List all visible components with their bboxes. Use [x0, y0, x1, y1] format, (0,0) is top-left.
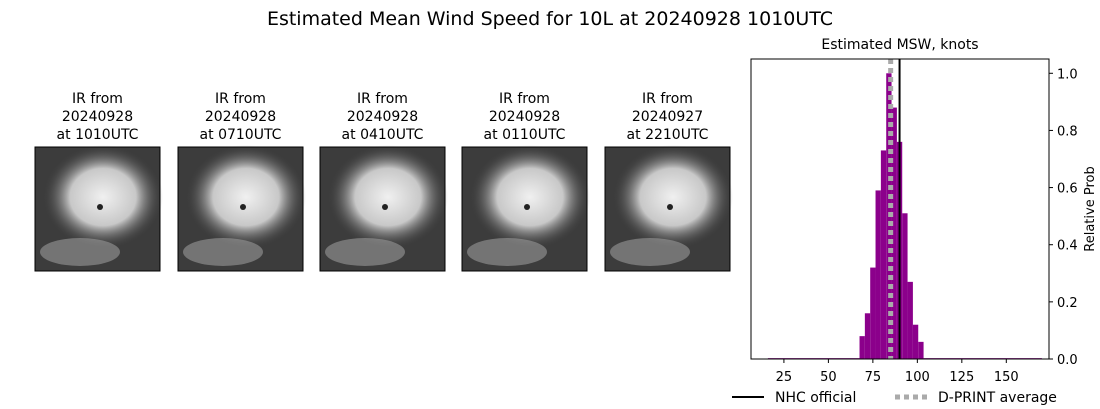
- image-caption: IR from: [642, 91, 693, 107]
- bar: [902, 213, 908, 359]
- image-caption: at 1010UTC: [57, 127, 139, 143]
- bar: [864, 313, 871, 359]
- figure-title: Estimated Mean Wind Speed for 10L at 202…: [267, 8, 833, 30]
- bar: [880, 150, 887, 359]
- storm-eye: [97, 204, 103, 210]
- y-tick-label: 0.8: [1057, 124, 1078, 139]
- storm-eye: [524, 204, 530, 210]
- cloud-mass: [328, 145, 448, 249]
- image-caption: IR from: [499, 91, 550, 107]
- x-tick-label: 100: [905, 370, 930, 385]
- satellite-image: [461, 145, 590, 272]
- image-border: [34, 146, 161, 272]
- x-tick-label: 125: [949, 370, 974, 385]
- image-border: [177, 146, 304, 272]
- image-caption: 20240928: [205, 109, 276, 125]
- storm-eye: [667, 204, 673, 210]
- cloud-mass: [613, 145, 733, 249]
- image-caption: IR from: [72, 91, 123, 107]
- bar: [907, 281, 913, 359]
- x-tick-label: 25: [776, 370, 793, 385]
- bar: [870, 267, 876, 359]
- y-tick-label: 0.2: [1057, 296, 1078, 311]
- cloud-band: [467, 238, 547, 266]
- image-caption: 20240928: [347, 109, 418, 125]
- storm-eye: [240, 204, 246, 210]
- satellite-image: [34, 145, 163, 272]
- y-tick-label: 0.0: [1057, 353, 1078, 368]
- cloud-mass: [43, 145, 163, 249]
- image-caption: at 0710UTC: [200, 127, 282, 143]
- bar: [891, 107, 897, 359]
- satellite-image: [319, 145, 448, 272]
- bar: [875, 190, 881, 359]
- image-caption: IR from: [215, 91, 266, 107]
- image-caption: 20240927: [632, 109, 703, 125]
- cloud-band: [183, 238, 263, 266]
- bar: [912, 324, 919, 359]
- cloud-band: [325, 238, 405, 266]
- image-border: [319, 146, 446, 272]
- image-caption: 20240928: [62, 109, 133, 125]
- y-tick-label: 0.6: [1057, 182, 1078, 197]
- image-caption: IR from: [357, 91, 408, 107]
- image-border: [461, 146, 588, 272]
- cloud-mass: [186, 145, 306, 249]
- bar: [859, 336, 865, 359]
- image-caption: at 0110UTC: [484, 127, 566, 143]
- satellite-image: [604, 145, 733, 272]
- plot-frame: [750, 58, 1050, 360]
- cloud-band: [610, 238, 690, 266]
- cloud-mass: [470, 145, 590, 249]
- image-border: [604, 146, 731, 272]
- bar: [918, 341, 924, 359]
- x-tick-label: 75: [865, 370, 882, 385]
- image-caption: 20240928: [489, 109, 560, 125]
- x-tick-label: 150: [994, 370, 1019, 385]
- y-tick-label: 1.0: [1057, 67, 1078, 82]
- legend-label: NHC official: [775, 390, 856, 406]
- image-caption: at 0410UTC: [342, 127, 424, 143]
- chart-title: Estimated MSW, knots: [821, 37, 978, 53]
- y-tick-label: 0.4: [1057, 239, 1078, 254]
- storm-eye: [382, 204, 388, 210]
- legend-label: D-PRINT average: [938, 390, 1057, 406]
- image-caption: at 2210UTC: [627, 127, 709, 143]
- y-axis-label: Relative Prob: [1083, 166, 1098, 251]
- x-tick-label: 50: [820, 370, 837, 385]
- cloud-band: [40, 238, 120, 266]
- satellite-image: [177, 145, 306, 272]
